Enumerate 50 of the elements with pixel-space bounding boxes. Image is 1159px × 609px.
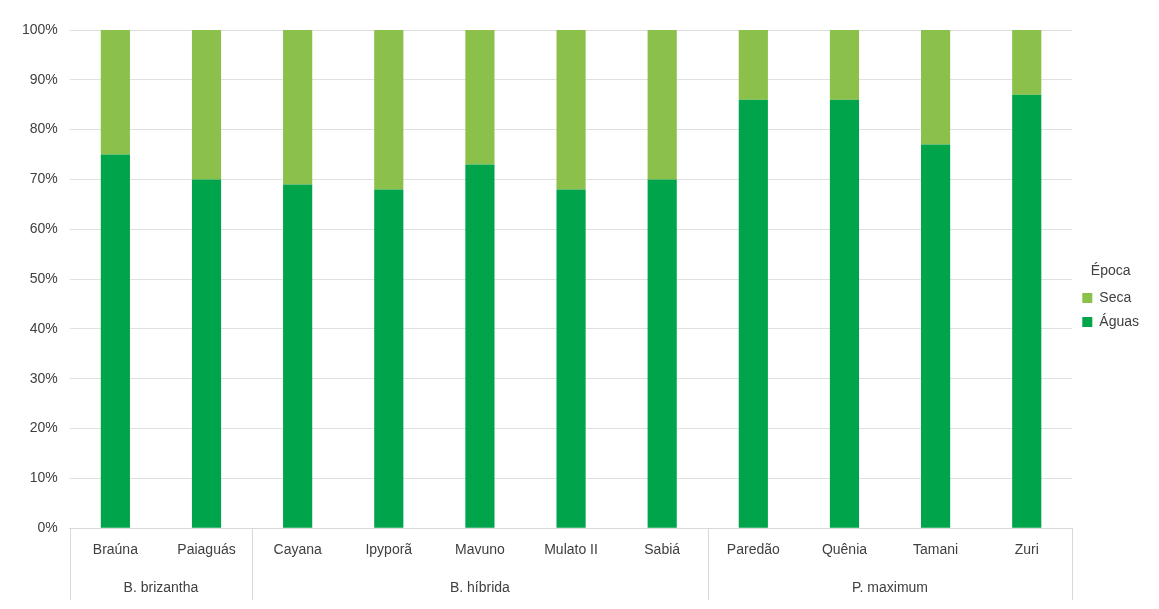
- bar: [1012, 30, 1042, 95]
- bar: [921, 144, 951, 528]
- bar: [283, 184, 313, 528]
- y-tick-label: 80%: [29, 120, 58, 137]
- bar: [647, 179, 677, 528]
- bar: [374, 30, 404, 190]
- bar: [556, 30, 586, 190]
- y-tick-label: 40%: [29, 319, 58, 336]
- x-tick-label: Zuri: [1014, 541, 1039, 558]
- y-tick-label: 70%: [29, 170, 58, 187]
- bar: [556, 189, 586, 528]
- bar: [829, 99, 860, 528]
- y-tick-label: 90%: [29, 70, 58, 87]
- legend-label: Seca: [1099, 288, 1132, 305]
- y-tick-label: 20%: [29, 419, 58, 436]
- bar: [100, 30, 130, 155]
- x-tick-label: Tamani: [913, 541, 959, 558]
- bar: [283, 30, 313, 185]
- bar: [647, 30, 677, 180]
- x-tick-label: Cayana: [273, 541, 322, 558]
- bar: [100, 154, 130, 528]
- bar: [191, 30, 222, 180]
- y-tick-label: 60%: [29, 220, 58, 237]
- legend-title: Época: [1090, 261, 1131, 278]
- bar: [829, 30, 860, 100]
- x-tick-label: Paiaguás: [177, 541, 236, 558]
- text: P. maximum: [852, 579, 929, 596]
- y-tick-label: 100%: [21, 20, 58, 37]
- bar: [738, 99, 768, 528]
- x-tick-label: Mavuno: [455, 541, 506, 558]
- bar: [738, 30, 768, 100]
- bar: [191, 179, 222, 528]
- y-tick-label: 10%: [29, 469, 58, 486]
- bar: [374, 189, 404, 528]
- x-tick-label: Paredão: [726, 541, 780, 558]
- legend-label: Águas: [1099, 312, 1140, 329]
- x-tick-label: Mulato II: [544, 541, 598, 558]
- bar: [1012, 94, 1042, 528]
- text: B. brizantha: [123, 579, 199, 596]
- x-tick-label: Ipyporã: [365, 541, 413, 558]
- y-tick-label: 0%: [37, 519, 58, 536]
- bar: [921, 30, 951, 145]
- x-tick-label: Sabiá: [644, 541, 681, 558]
- x-tick-label: Quênia: [821, 541, 868, 558]
- x-tick-label: Braúna: [92, 541, 139, 558]
- text: B. híbrida: [449, 579, 511, 596]
- bar: [465, 30, 495, 165]
- bar: [465, 164, 495, 528]
- y-tick-label: 30%: [29, 369, 58, 386]
- y-tick-label: 50%: [29, 269, 58, 286]
